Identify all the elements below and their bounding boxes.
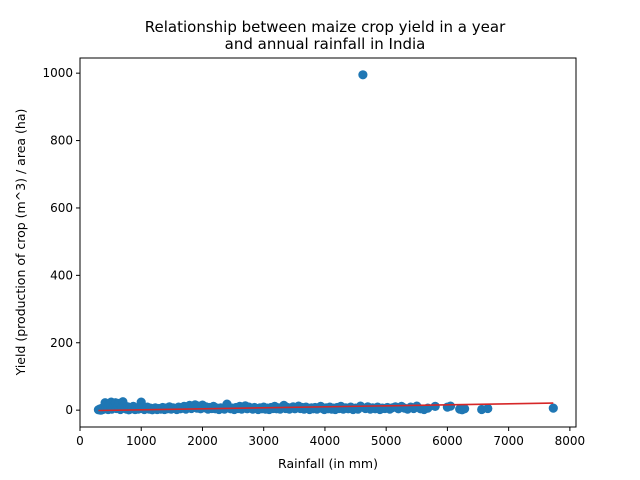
y-tick-label: 0 <box>65 403 73 417</box>
x-tick-label: 7000 <box>493 434 524 448</box>
trend-line <box>98 402 554 412</box>
x-tick-label: 3000 <box>248 434 279 448</box>
x-tick-label: 0 <box>76 434 84 448</box>
tick-marks: 0 1000 2000 3000 4000 5000 6000 7000 8000 0 200 400… <box>42 66 585 448</box>
x-tick-label: 4000 <box>310 434 341 448</box>
y-tick-label: 400 <box>50 268 73 282</box>
data-point <box>358 70 368 80</box>
trend-line-group <box>98 402 554 412</box>
data-point <box>445 401 456 411</box>
x-tick-label: 6000 <box>432 434 463 448</box>
chart-title-line-1: Relationship between maize crop yield in… <box>145 18 506 36</box>
x-tick-label: 2000 <box>187 434 218 448</box>
x-tick-label: 8000 <box>555 434 586 448</box>
y-tick-label: 600 <box>50 201 73 215</box>
x-tick-label: 1000 <box>126 434 157 448</box>
data-points <box>93 70 558 415</box>
y-axis-label: Yield (production of crop (m^3) / area (… <box>13 109 28 377</box>
x-axis-label: Rainfall (in mm) <box>278 456 378 471</box>
data-point <box>460 404 470 414</box>
x-tick-label: 5000 <box>371 434 402 448</box>
y-tick-label: 200 <box>50 336 73 350</box>
y-tick-label: 800 <box>50 134 73 148</box>
plot-frame <box>79 57 577 428</box>
axes <box>79 57 577 428</box>
data-point <box>483 403 493 414</box>
data-point <box>548 403 558 413</box>
data-point <box>430 401 440 411</box>
y-tick-label: 1000 <box>42 66 73 80</box>
chart-title-line-2: and annual rainfall in India <box>225 35 426 53</box>
